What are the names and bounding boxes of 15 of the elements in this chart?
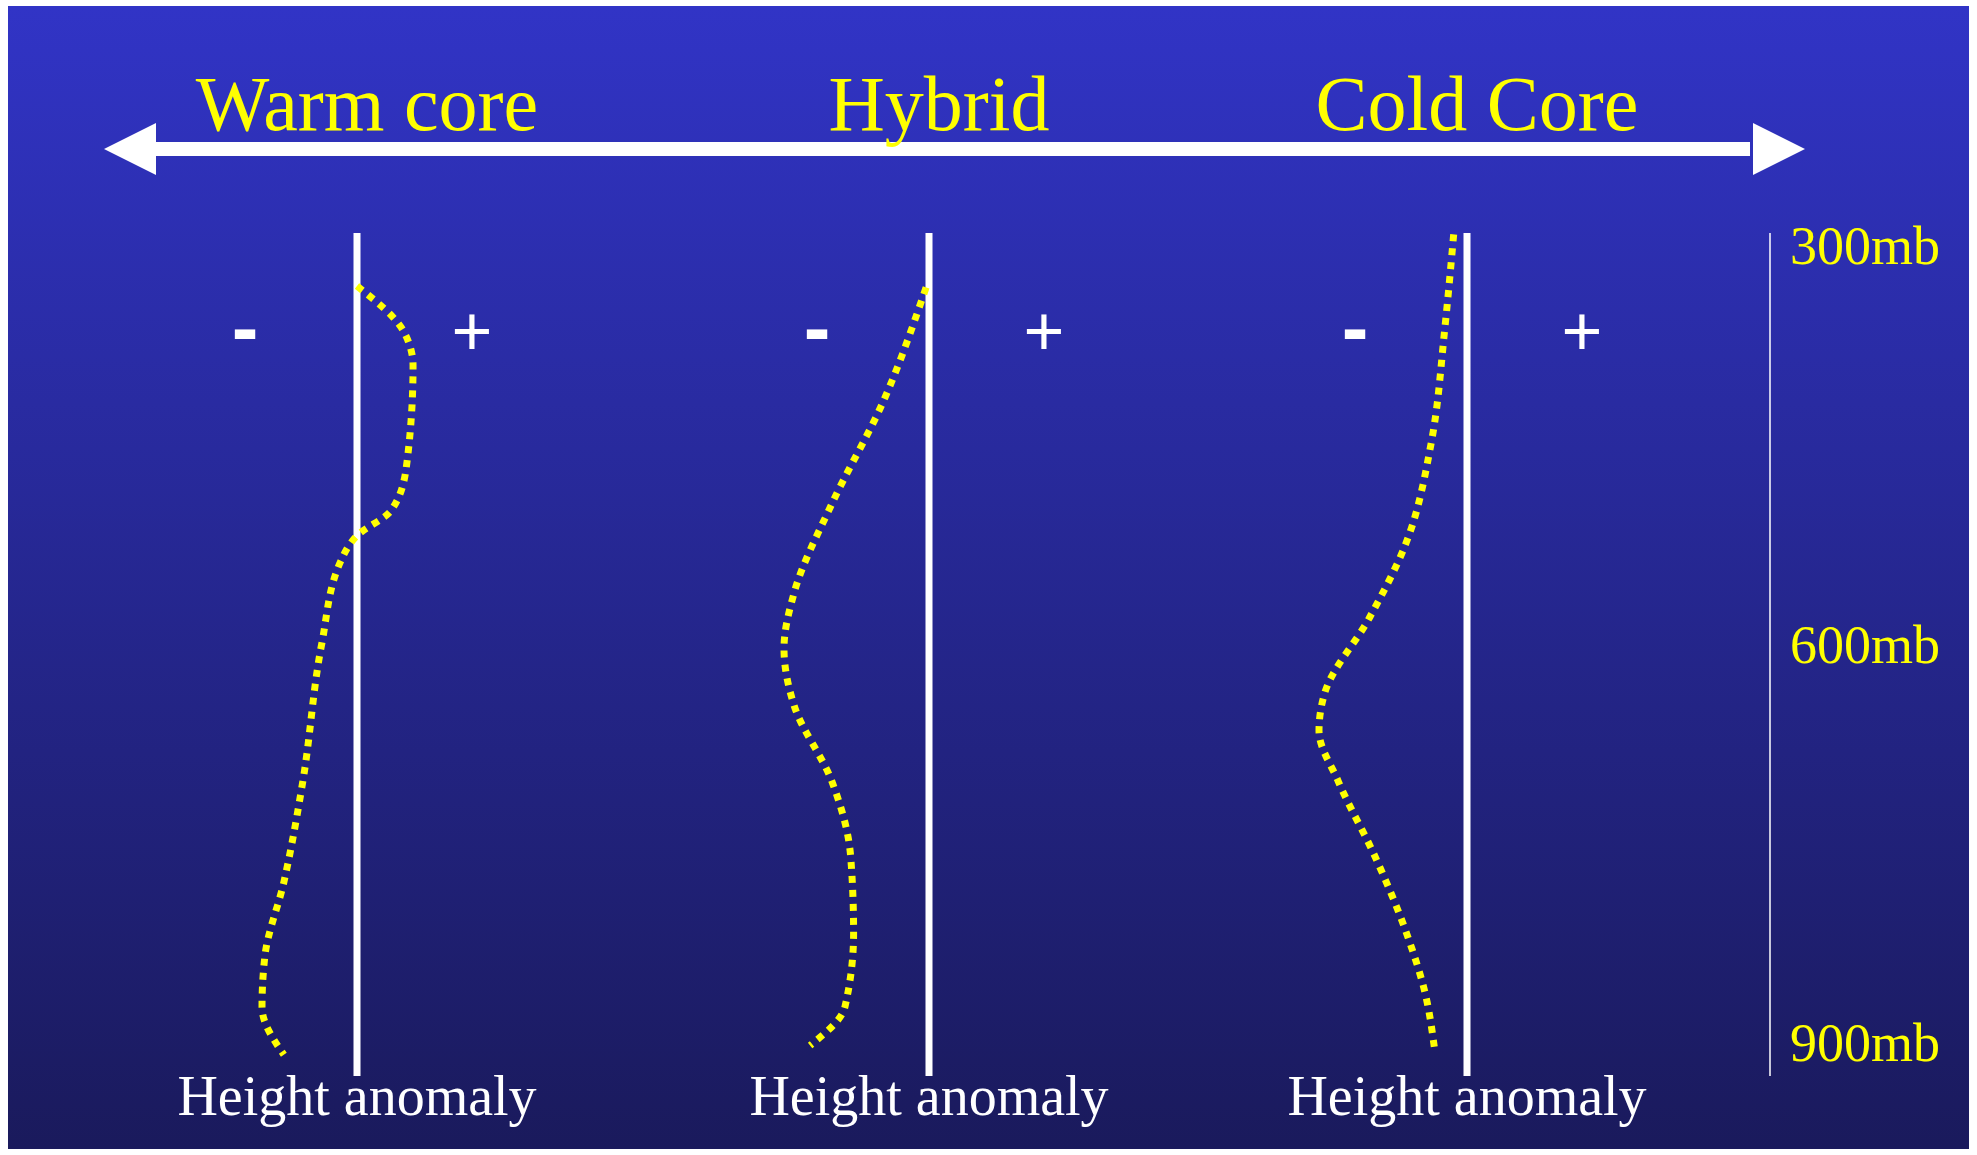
- y-tick-label: 300mb: [1790, 216, 1941, 277]
- annotation: -: [1341, 283, 1369, 372]
- text: -: [231, 283, 259, 372]
- text: +: [451, 292, 493, 370]
- x-axis-title: Height anomaly: [177, 1065, 537, 1127]
- chart-title: Hybrid: [828, 60, 1050, 147]
- text: +: [1561, 292, 1603, 370]
- chart-title: Cold Core: [1315, 60, 1639, 147]
- y-tick-label: 900mb: [1790, 1012, 1941, 1073]
- text: +: [1023, 292, 1065, 370]
- y-tick-label: 600mb: [1790, 614, 1941, 675]
- annotation: -: [803, 283, 831, 372]
- x-axis-title: Height anomaly: [1287, 1065, 1647, 1127]
- x-axis-title: Height anomaly: [749, 1065, 1109, 1127]
- chart-title: Warm core: [195, 60, 539, 147]
